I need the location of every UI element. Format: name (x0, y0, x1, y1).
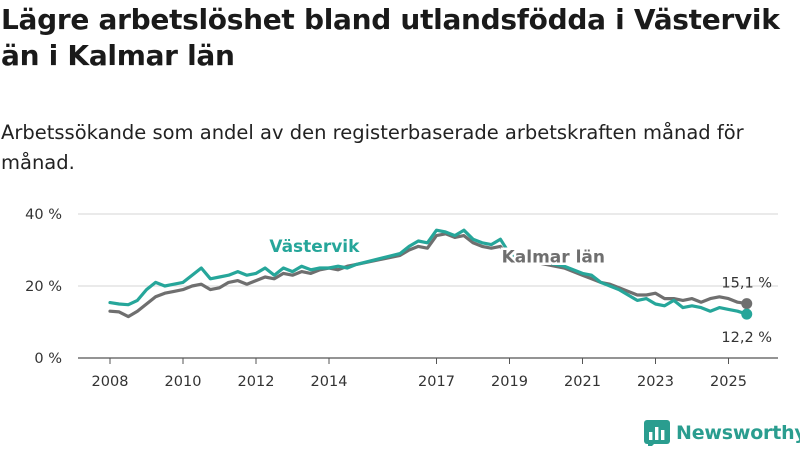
x-tick-label: 2008 (92, 374, 129, 390)
series-label-kalmar-lan: Kalmar län (502, 248, 605, 268)
x-tick-label: 2017 (418, 374, 455, 390)
series-end-point (741, 298, 753, 310)
x-tick-label: 2025 (710, 374, 747, 390)
series-line-vastervik (108, 228, 749, 316)
x-tick-label: 2010 (165, 374, 202, 390)
x-tick-label: 2021 (564, 374, 601, 390)
x-tick-label: 2023 (637, 374, 674, 390)
bar-chart-logo-icon (644, 420, 670, 446)
brand-name: Newsworthy (676, 422, 800, 444)
y-tick-label: 40 % (25, 207, 62, 223)
end-value-label: 12,2 % (721, 330, 772, 346)
chart-title: Lägre arbetslöshet bland utlandsfödda i … (1, 3, 780, 72)
series-label-vastervik: Västervik (269, 237, 360, 257)
end-value-label: 15,1 % (721, 276, 772, 292)
x-tick-label: 2019 (491, 374, 528, 390)
chart-subtitle: Arbetssökande som andel av den registerb… (1, 121, 744, 174)
y-tick-label: 0 % (34, 351, 62, 367)
series-line-kalmar-lan (108, 232, 749, 319)
y-tick-label: 20 % (25, 279, 62, 295)
x-tick-label: 2012 (238, 374, 275, 390)
series-end-point (741, 308, 753, 320)
x-tick-label: 2014 (311, 374, 348, 390)
newsworthy-logo[interactable]: Newsworthy (644, 419, 800, 447)
